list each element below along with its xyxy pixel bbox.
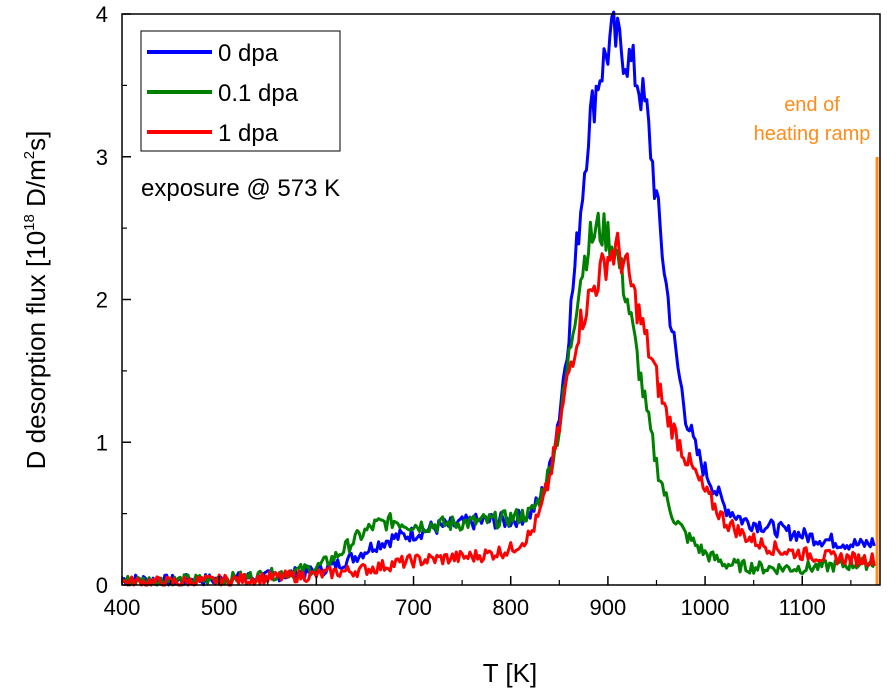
legend-label-0: 0 dpa [218, 40, 279, 67]
x-tick-label: 900 [590, 595, 627, 620]
ramp-annotation-line2: heating ramp [754, 123, 871, 145]
series-line-2 [120, 231, 876, 587]
y-label-mid: D/m [21, 159, 51, 214]
x-tick-label: 600 [298, 595, 335, 620]
series-layer [120, 10, 876, 587]
ramp-annotation-line1: end of [784, 94, 840, 116]
y-tick-label: 4 [96, 2, 108, 27]
ramp-layer: end of heating ramp [754, 94, 879, 585]
y-label-exp2: 2 [21, 151, 38, 159]
y-label-exp1: 18 [21, 214, 38, 231]
x-tick-label: 700 [395, 595, 432, 620]
y-tick-label: 3 [96, 145, 108, 170]
axis-layer: 400 500 600 700 800 900 1000 1100 0 1 2 3 4 [96, 2, 852, 620]
y-axis-label: D desorption flux [1018 D/m2s] [21, 131, 51, 470]
y-tick-label: 0 [96, 573, 108, 598]
y-tick-label: 1 [96, 430, 108, 455]
y-label-prefix: D desorption flux [10 [21, 231, 51, 469]
x-tick-label: 400 [104, 595, 141, 620]
x-tick-label: 1000 [681, 595, 730, 620]
legend: 0 dpa 0.1 dpa 1 dpa [140, 30, 341, 152]
y-tick-label: 2 [96, 288, 108, 313]
legend-label-2: 1 dpa [218, 120, 279, 147]
x-tick-label: 500 [201, 595, 238, 620]
x-tick-label: 1100 [779, 595, 826, 620]
x-axis-label: T [K] [483, 658, 537, 688]
series-line-1 [120, 211, 875, 587]
exposure-annotation: exposure @ 573 K [141, 175, 340, 202]
y-label-suffix: s] [21, 131, 51, 151]
legend-label-1: 0.1 dpa [218, 80, 299, 107]
x-tick-label: 800 [492, 595, 529, 620]
